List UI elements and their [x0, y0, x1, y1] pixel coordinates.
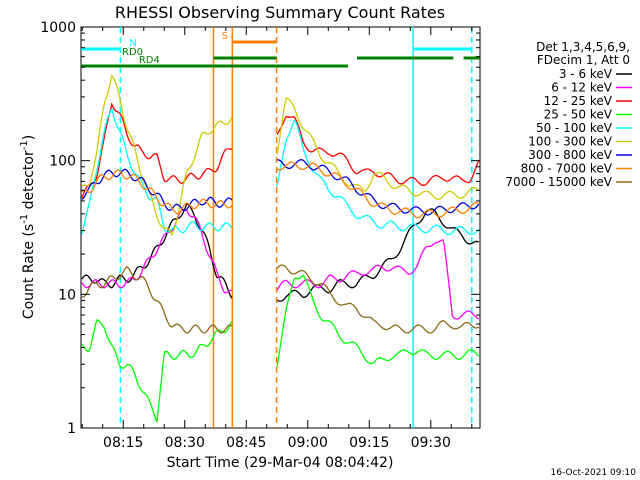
y-tick-label-4: 1000: [40, 20, 76, 36]
series-line-4-part-2: [276, 274, 480, 368]
y-tick-label-1: 1: [67, 421, 76, 437]
y-label-sup-1: -1: [19, 214, 30, 224]
series-line-3-part-2: [276, 115, 480, 187]
series-line-2-part-2: [276, 239, 480, 320]
series-line-3-part-1: [81, 102, 233, 198]
x-tick-label-5: 09:15: [349, 435, 389, 451]
legend-header-line-2: FDecim 1, Att 0: [537, 53, 630, 67]
legend-label-3: 12 - 25 keV: [544, 94, 613, 108]
y-label-end: ): [21, 135, 37, 140]
flag-label-s: S: [222, 31, 228, 42]
legend-label-1: 3 - 6 keV: [559, 67, 613, 81]
series-line-6-part-1: [81, 74, 233, 237]
flag-label-n: N: [129, 38, 136, 49]
series-line-4-part-1: [81, 319, 233, 424]
y-label-mid: detector: [21, 150, 37, 214]
plot-area: [80, 26, 481, 429]
legend-label-9: 7000 - 15000 keV: [505, 175, 612, 189]
series-line-8-part-1: [81, 169, 233, 215]
chart-title: RHESSI Observing Summary Count Rates: [115, 3, 445, 22]
legend-label-6: 100 - 300 keV: [528, 135, 612, 149]
series-line-6-part-2: [276, 97, 480, 201]
x-axis-label: Start Time (29-Mar-04 08:04:42): [167, 455, 394, 471]
legend-label-5: 50 - 100 keV: [536, 121, 613, 135]
axis-ticks: [81, 26, 480, 429]
x-tick-label-6: 09:30: [411, 435, 451, 451]
y-label-sup-2: -1: [19, 140, 30, 150]
x-tick-label-3: 08:45: [226, 435, 266, 451]
series-line-9-part-1: [81, 265, 233, 334]
legend-label-7: 300 - 800 keV: [528, 148, 612, 162]
y-tick-label-3: 100: [49, 154, 76, 170]
x-tick-labels: 08:15 08:30 08:45 09:00 09:15 09:30: [103, 435, 451, 451]
flag-label-rd4: RD4: [139, 55, 160, 66]
series-line-1-part-1: [81, 203, 233, 299]
render-timestamp: 16-Oct-2021 09:10: [551, 468, 637, 478]
y-tick-label-2: 10: [58, 287, 76, 303]
series-line-9-part-2: [276, 264, 480, 334]
legend-label-2: 6 - 12 keV: [551, 81, 613, 95]
x-tick-label-4: 09:00: [288, 435, 328, 451]
series-line-8-part-2: [276, 161, 480, 219]
x-tick-label-2: 08:30: [165, 435, 205, 451]
legend-label-8: 800 - 7000 keV: [521, 162, 613, 176]
legend-header-line-1: Det 1,3,4,5,6,9,: [536, 40, 630, 54]
y-tick-labels: 1 10 100 1000: [40, 20, 76, 437]
flag-label-rd0: RD0: [122, 47, 143, 58]
series-line-2-part-1: [81, 208, 232, 294]
legend-label-4: 25 - 50 keV: [544, 108, 613, 122]
series-line-7-part-1: [81, 168, 233, 212]
y-axis-label: Count Rate (s-1 detector-1): [19, 135, 37, 319]
y-label-main: Count Rate (s: [21, 224, 37, 319]
x-tick-label-1: 08:15: [103, 435, 143, 451]
series-lines: [81, 74, 480, 424]
